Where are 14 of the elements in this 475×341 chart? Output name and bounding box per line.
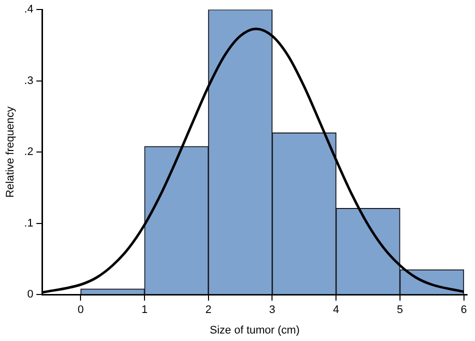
y-tick-label: 0 [27,288,34,301]
y-tick-label: .4 [24,4,34,16]
y-tick-label: .2 [24,146,34,158]
x-tick-label: 0 [78,304,84,316]
x-tick-label: 2 [205,304,212,316]
x-tick-label: 3 [269,304,276,316]
y-tick-label: .1 [24,217,34,230]
x-tick-label: 5 [396,304,404,316]
y-tick-label: .3 [24,74,34,87]
x-tick-label: 1 [141,304,148,316]
x-axis-title: Size of tumor (cm) [210,324,300,336]
x-tick-label: 6 [460,304,467,316]
x-tick-label: 4 [333,304,340,316]
y-axis-title: Relative frequency [4,106,17,198]
